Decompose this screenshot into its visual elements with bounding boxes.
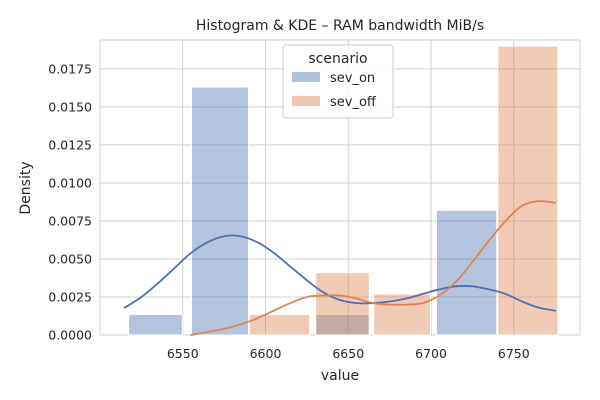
legend-title: scenario	[308, 51, 367, 67]
x-tick-label: 6650	[332, 346, 364, 361]
histogram-bar-sev-off	[497, 45, 559, 336]
kde-curves	[123, 200, 557, 336]
legend-swatch-sev-off	[292, 96, 320, 106]
y-tick-label: 0.0100	[48, 175, 92, 190]
histogram-bar-sev-on	[128, 313, 183, 336]
grid-lines	[99, 39, 581, 336]
chart-title: Histogram & KDE – RAM bandwidth MiB/s	[196, 18, 484, 34]
legend-label-sev-off: sev_off	[330, 95, 377, 110]
x-tick-label: 6600	[250, 346, 282, 361]
histogram-bar-sev-off	[373, 293, 432, 336]
x-tick-labels: 6550 6600 6650 6700 6750	[167, 346, 530, 361]
y-tick-label: 0.0025	[48, 289, 92, 304]
legend-box	[282, 44, 394, 119]
histogram-bar-sev-on	[436, 209, 498, 336]
y-tick-label: 0.0125	[48, 137, 92, 152]
x-tick-label: 6700	[415, 346, 447, 361]
y-tick-label: 0.0050	[48, 251, 92, 266]
y-tick-label: 0.0000	[48, 328, 92, 343]
x-tick-label: 6550	[167, 346, 199, 361]
legend-swatch-sev-on	[292, 72, 320, 82]
histogram-bar-sev-off	[248, 313, 311, 336]
histogram-bars	[128, 45, 559, 336]
y-tick-labels: 0.0000 0.0025 0.0050 0.0075 0.0100 0.0125 0.01…	[48, 61, 92, 342]
x-axis-label: value	[321, 368, 359, 384]
kde-line-sev-on	[123, 234, 557, 312]
legend: scenario sev_on sev_off	[282, 44, 394, 119]
y-axis-label: Density	[18, 161, 34, 214]
legend-label-sev-on: sev_on	[330, 71, 375, 86]
x-tick-label: 6750	[498, 346, 530, 361]
histogram-bar-sev-on	[191, 86, 249, 336]
kde-line-sev-off	[190, 200, 557, 336]
y-tick-label: 0.0175	[48, 61, 92, 76]
y-tick-label: 0.0150	[48, 99, 92, 114]
y-tick-label: 0.0075	[48, 213, 92, 228]
